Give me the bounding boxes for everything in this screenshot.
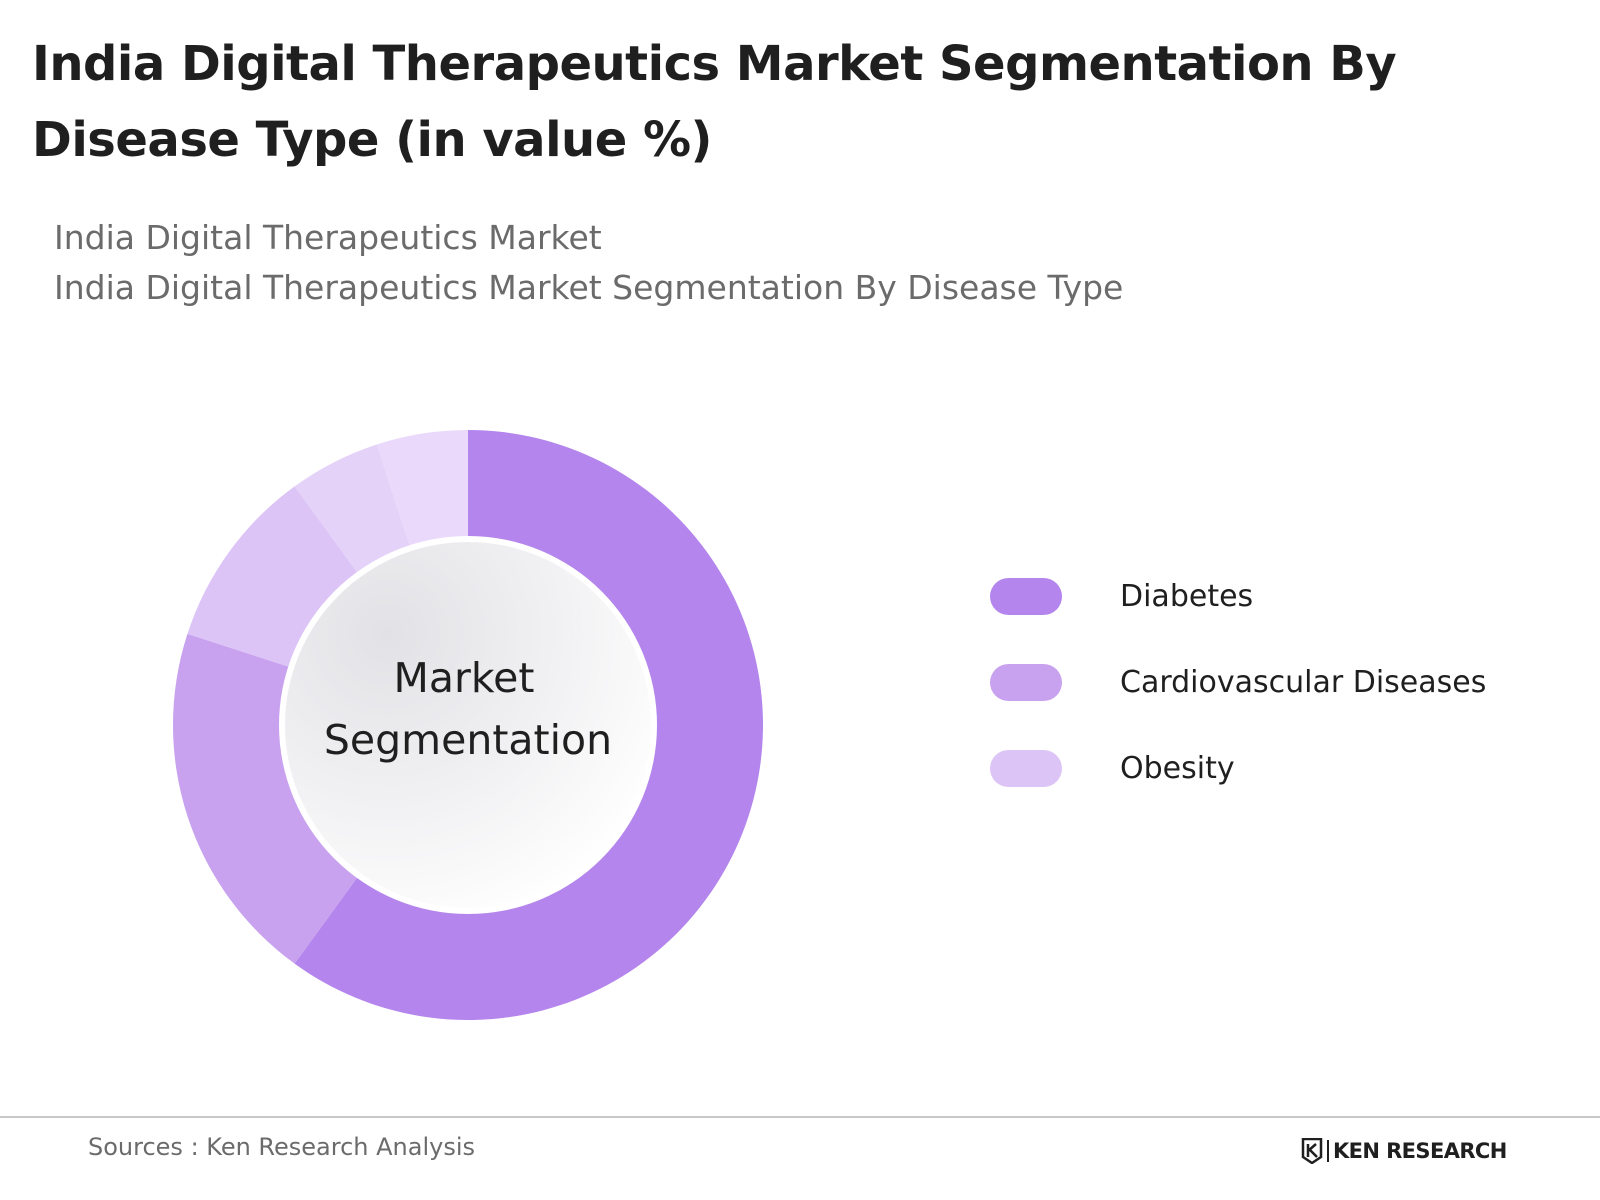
center-label-line-2: Segmentation (324, 716, 612, 764)
donut-slices (172, 430, 763, 1020)
donut-slice-2 (187, 486, 359, 668)
donut-slice-3 (294, 444, 411, 575)
donut-slice-4 (376, 430, 468, 549)
legend-swatch (990, 750, 1062, 787)
center-label-line-1: Market (394, 654, 535, 702)
donut-hub (285, 542, 651, 908)
donut-slice-1 (172, 633, 359, 964)
donut-slice-0 (294, 430, 763, 1020)
legend-label: Diabetes (1120, 579, 1254, 614)
chart-title: India Digital Therapeutics Market Segmen… (32, 36, 1397, 168)
footer-divider (0, 1116, 1600, 1118)
ken-research-logo-icon (1301, 1138, 1323, 1164)
subtitle-line-1: India Digital Therapeutics Market (54, 218, 602, 257)
legend-label: Obesity (1120, 751, 1235, 786)
legend-swatch (990, 664, 1062, 701)
legend-swatch (990, 578, 1062, 615)
source-note: Sources : Ken Research Analysis (88, 1133, 476, 1161)
legend-label: Cardiovascular Diseases (1120, 665, 1487, 700)
logo-separator (1327, 1140, 1329, 1162)
subtitle-line-2: India Digital Therapeutics Market Segmen… (54, 268, 1124, 307)
logo-wordmark: KEN RESEARCH (1333, 1139, 1507, 1163)
ken-research-logo: KEN RESEARCH (1301, 1136, 1507, 1166)
